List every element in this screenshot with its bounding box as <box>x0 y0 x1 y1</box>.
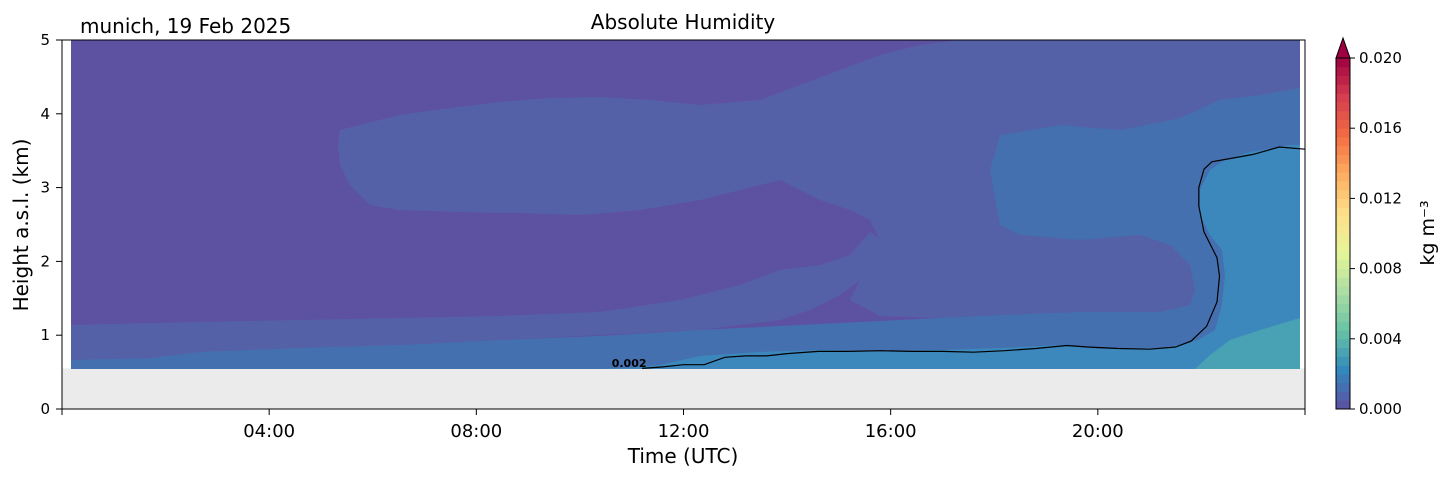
colorbar-segment <box>1336 84 1350 94</box>
colorbar-segment <box>1336 207 1350 217</box>
colorbar-segment <box>1336 224 1350 234</box>
colorbar-segment <box>1336 75 1350 85</box>
colorbar-segment <box>1336 356 1350 366</box>
colorbar-segment <box>1336 251 1350 261</box>
x-tick-label: 20:00 <box>1072 421 1124 442</box>
colorbar: 0.000 0.004 0.008 0.012 0.016 0.020 <box>1335 36 1402 418</box>
colorbar-segment <box>1336 294 1350 305</box>
colorbar-segment <box>1336 136 1350 147</box>
plot-area: 0.002 <box>61 39 1306 410</box>
x-tick-label: 16:00 <box>865 421 917 442</box>
colorbar-tick-label: 0.012 <box>1359 189 1402 207</box>
colorbar-segment <box>1336 391 1350 401</box>
colorbar-label: kg m⁻³ <box>1417 200 1439 265</box>
y-axis-label: Height a.s.l. (km) <box>9 139 33 312</box>
colorbar-segment <box>1336 338 1350 349</box>
colorbar-segment <box>1336 382 1350 392</box>
x-tick-label: 08:00 <box>450 421 502 442</box>
colorbar-segment <box>1336 119 1350 129</box>
colorbar-tick-label: 0.004 <box>1359 330 1402 348</box>
colorbar-segment <box>1336 242 1350 252</box>
colorbar-segment <box>1336 277 1350 287</box>
y-tick-label: 0 <box>40 400 50 418</box>
field-upper-layer <box>71 40 1300 369</box>
colorbar-segment <box>1336 163 1350 173</box>
colorbar-segment <box>1336 128 1350 138</box>
colorbar-segment <box>1336 58 1350 68</box>
y-tick-label: 3 <box>40 179 50 197</box>
y-tick-label: 1 <box>40 326 50 344</box>
colorbar-segment <box>1336 215 1350 226</box>
colorbar-segment <box>1336 110 1350 120</box>
colorbar-tick-label: 0.008 <box>1359 260 1402 278</box>
colorbar-segment <box>1336 365 1350 375</box>
colorbar-tick-label: 0.000 <box>1359 400 1402 418</box>
colorbar-segment <box>1336 101 1350 112</box>
colorbar-segment <box>1336 93 1350 103</box>
colorbar-segment <box>1336 268 1350 278</box>
colorbar-segment <box>1336 198 1350 208</box>
colorbar-segment <box>1336 145 1350 156</box>
field-near-surface <box>71 88 1300 369</box>
y-axis-ticks: 0 1 2 3 4 5 <box>40 31 62 418</box>
colorbar-segment <box>1336 373 1350 384</box>
colorbar-segment <box>1336 347 1350 357</box>
colorbar-segment <box>1336 330 1350 340</box>
colorbar-extend-arrow <box>1335 36 1351 59</box>
chart-title: Absolute Humidity <box>591 10 776 34</box>
colorbar-segment <box>1336 180 1350 191</box>
x-axis-label: Time (UTC) <box>627 444 739 468</box>
x-tick-label: 12:00 <box>658 421 710 442</box>
x-axis-ticks: 04:00 08:00 12:00 16:00 20:00 <box>61 409 1306 442</box>
contour-0.002 <box>642 146 1306 369</box>
colorbar-segment <box>1336 286 1350 296</box>
colorbar-segment <box>1336 233 1350 243</box>
colorbar-segment <box>1336 154 1350 164</box>
colorbar-segment <box>1336 172 1350 182</box>
y-tick-label: 4 <box>40 105 50 123</box>
colorbar-frame <box>1335 57 1351 410</box>
colorbar-segment <box>1336 312 1350 322</box>
field-moist-high <box>1195 318 1300 369</box>
colorbar-tick-label: 0.020 <box>1359 49 1402 67</box>
colorbar-segment <box>1336 66 1350 77</box>
contour-label: 0.002 <box>612 357 647 370</box>
colorbar-segment <box>1336 321 1350 331</box>
colorbar-segment <box>1336 400 1350 410</box>
colorbar-segment <box>1336 259 1350 270</box>
colorbar-tick-label: 0.016 <box>1359 119 1402 137</box>
x-tick-label: 04:00 <box>243 421 295 442</box>
y-tick-label: 5 <box>40 31 50 49</box>
colorbar-segment <box>1336 189 1350 199</box>
colorbar-segment <box>1336 303 1350 313</box>
y-tick-label: 2 <box>40 252 50 270</box>
no-data-region <box>62 368 1305 409</box>
chart-subtitle: munich, 19 Feb 2025 <box>80 14 291 38</box>
